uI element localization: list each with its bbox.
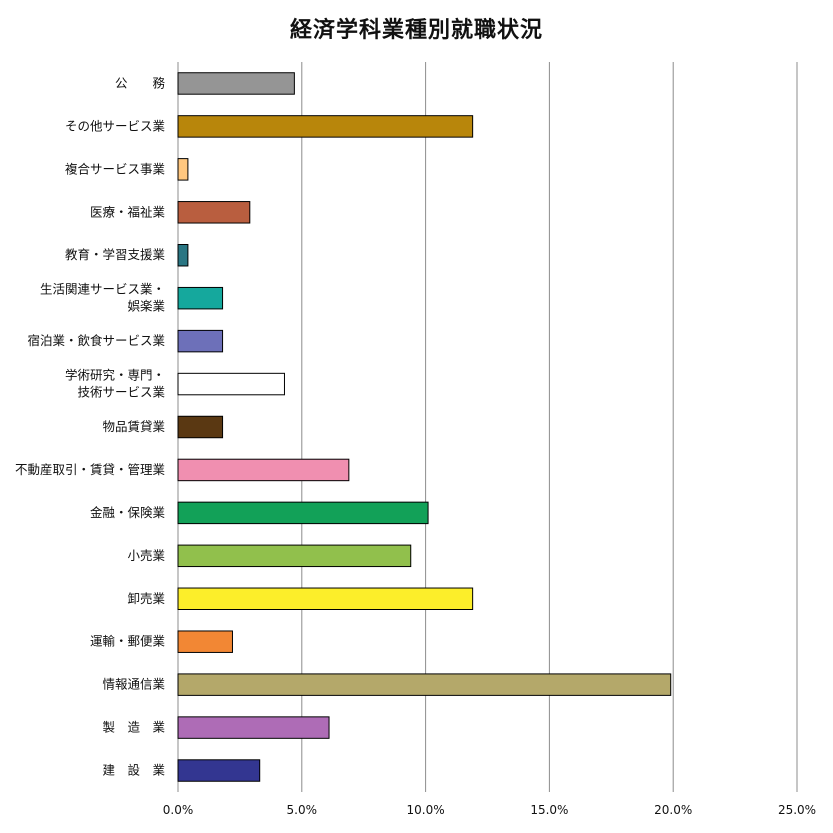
x-tick-label: 0.0%	[163, 803, 194, 817]
chart-title: 経済学科業種別就職状況	[289, 18, 543, 43]
category-label: 卸売業	[127, 590, 165, 605]
category-label: 物品賃貸業	[102, 419, 165, 434]
bar	[177, 544, 412, 568]
bar	[177, 587, 474, 611]
x-tick-label: 20.0%	[654, 803, 692, 817]
category-label: 製 造 業	[102, 719, 165, 734]
x-tick-label: 15.0%	[530, 803, 568, 817]
bar	[177, 158, 189, 181]
category-label: 運輸・郵便業	[90, 633, 166, 648]
category-label: 公 務	[115, 75, 166, 90]
bars	[177, 72, 672, 782]
category-label: 学術研究・専門・技術サービス業	[65, 367, 166, 399]
category-label: 医療・福祉業	[90, 204, 166, 219]
x-tick-label: 5.0%	[287, 803, 318, 817]
bar	[177, 759, 261, 782]
category-label: 不動産取引・賃貸・管理業	[15, 461, 166, 476]
bar	[177, 673, 672, 696]
category-label: 情報通信業	[102, 676, 165, 691]
bar	[177, 630, 233, 653]
bar	[177, 329, 224, 353]
x-tick-labels: 0.0% 5.0% 10.0% 15.0% 20.0% 25.0%	[163, 803, 816, 817]
category-label: 建 設 業	[102, 762, 165, 777]
gridlines	[177, 62, 798, 792]
category-label: 教育・学習支援業	[65, 247, 166, 262]
bar	[177, 415, 224, 439]
category-label: 宿泊業・飲食サービス業	[27, 333, 165, 348]
x-tick-label: 10.0%	[407, 803, 445, 817]
bar	[177, 201, 251, 224]
bar	[177, 458, 350, 482]
bar	[177, 115, 474, 138]
bar	[177, 716, 330, 739]
category-labels: 公 務その他サービス業複合サービス事業医療・福祉業教育・学習支援業生活関連サービ…	[15, 75, 166, 777]
x-tick-label: 25.0%	[778, 803, 816, 817]
category-label: 生活関連サービス業・娯楽業	[40, 281, 166, 313]
category-label: 金融・保険業	[90, 504, 166, 519]
category-label: 小売業	[127, 547, 165, 562]
category-label: 複合サービス事業	[65, 161, 166, 176]
bar	[177, 244, 189, 267]
bar	[177, 286, 224, 310]
bar	[177, 372, 285, 396]
bar	[177, 501, 429, 525]
bar	[177, 72, 295, 95]
category-label: その他サービス業	[65, 118, 166, 133]
